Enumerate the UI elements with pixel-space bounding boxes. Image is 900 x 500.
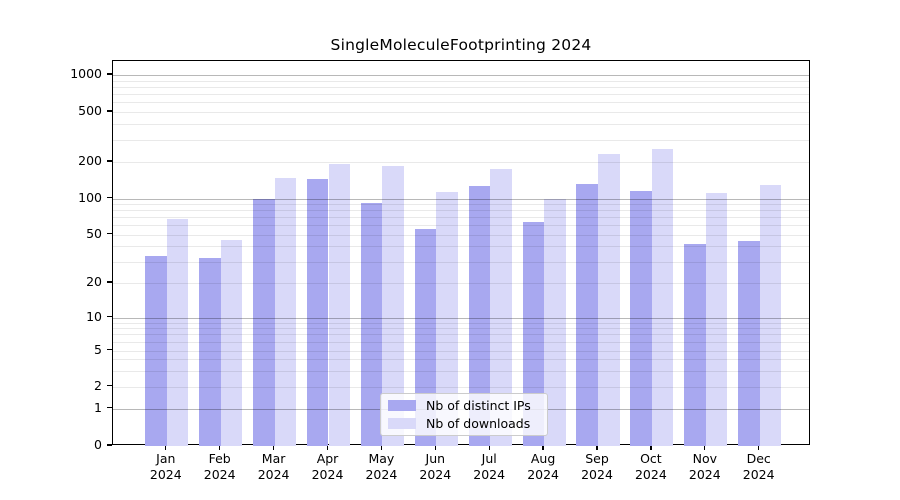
bar-distinct-ips — [199, 258, 221, 446]
y-tick-label: 1000 — [70, 66, 102, 81]
x-tick-mark — [434, 445, 436, 450]
bar-distinct-ips — [576, 183, 598, 446]
x-tick-label-year: 2024 — [365, 467, 398, 483]
y-tick-label: 1 — [94, 399, 102, 415]
y-tick-mark — [106, 110, 112, 112]
x-tick-label-year: 2024 — [634, 467, 667, 483]
bar-downloads — [436, 191, 458, 446]
x-tick-label: Oct 2024 — [619, 451, 683, 484]
x-tick-mark — [326, 445, 329, 450]
x-tick-mark — [380, 445, 383, 450]
bar-distinct-ips — [360, 203, 383, 446]
bar-downloads — [274, 177, 297, 446]
x-tick-label-year: 2024 — [473, 467, 506, 483]
x-tick-mark — [219, 445, 221, 450]
legend-swatch-distinct-ips — [388, 399, 416, 411]
y-tick-mark — [106, 315, 112, 318]
x-tick-label-year: 2024 — [581, 467, 613, 483]
bar-downloads — [220, 240, 243, 446]
y-tick-mark — [106, 444, 112, 446]
x-tick-label: Jul 2024 — [457, 451, 521, 484]
y-tick-label: 100 — [78, 189, 102, 205]
legend-swatch-downloads — [388, 418, 416, 430]
legend-label-downloads: Nb of downloads — [426, 416, 531, 432]
x-tick-label-year: 2024 — [688, 467, 721, 483]
bar-downloads — [651, 149, 674, 446]
x-tick-label: Jun 2024 — [403, 451, 467, 484]
x-tick-mark — [758, 445, 760, 450]
x-tick-label: Jan 2024 — [134, 451, 198, 484]
y-tick-label: 500 — [78, 103, 102, 118]
bar-distinct-ips — [145, 256, 167, 446]
x-tick-mark — [542, 445, 544, 450]
chart-title: SingleMoleculeFootprinting 2024 — [330, 36, 592, 54]
bar-distinct-ips — [630, 191, 652, 446]
bar-downloads — [705, 192, 728, 446]
bar-distinct-ips — [414, 228, 437, 446]
y-tick-label: 5 — [94, 341, 102, 357]
bar-distinct-ips — [684, 243, 706, 446]
y-tick-mark — [106, 384, 112, 387]
x-tick-label-year: 2024 — [742, 467, 775, 483]
bar-downloads — [166, 218, 189, 446]
legend-item-downloads: Nb of downloads — [381, 415, 547, 432]
legend: Nb of distinct IPs Nb of downloads — [380, 393, 548, 436]
bar-downloads — [382, 165, 404, 446]
y-tick-label: 20 — [86, 274, 102, 289]
y-tick-label: 0 — [94, 437, 102, 452]
bar-downloads — [328, 164, 351, 446]
bar-distinct-ips — [253, 199, 275, 446]
y-tick-label: 50 — [86, 225, 102, 241]
x-tick-label-year: 2024 — [149, 467, 182, 483]
x-tick-label: Aug 2024 — [511, 451, 575, 484]
x-tick-label-year: 2024 — [419, 467, 452, 483]
x-tick-label: Nov 2024 — [673, 451, 737, 484]
y-tick-mark — [106, 232, 112, 235]
y-tick-mark — [106, 73, 112, 75]
x-tick-mark — [272, 445, 275, 450]
x-tick-label-year: 2024 — [203, 467, 236, 483]
x-tick-label: Sep 2024 — [565, 451, 629, 484]
x-tick-mark — [704, 445, 706, 450]
bar-downloads — [759, 185, 782, 446]
x-tick-label: Mar 2024 — [242, 451, 306, 484]
y-tick-label: 2 — [94, 377, 102, 393]
bar-distinct-ips — [738, 241, 760, 446]
x-tick-mark — [165, 445, 167, 450]
x-tick-label-year: 2024 — [311, 467, 344, 483]
x-tick-mark — [596, 445, 598, 450]
x-tick-label: May 2024 — [349, 451, 413, 484]
bar-distinct-ips — [306, 178, 329, 446]
bars-layer — [113, 61, 809, 446]
x-tick-label-year: 2024 — [527, 467, 559, 483]
bar-downloads — [598, 154, 620, 446]
y-tick-mark — [106, 160, 112, 162]
bar-downloads — [544, 198, 566, 446]
legend-item-distinct-ips: Nb of distinct IPs — [381, 397, 547, 414]
bar-distinct-ips — [468, 185, 491, 446]
legend-label-distinct-ips: Nb of distinct IPs — [426, 397, 531, 413]
x-tick-label: Dec 2024 — [727, 451, 791, 484]
x-tick-mark — [488, 445, 490, 450]
y-tick-mark — [106, 348, 112, 351]
y-tick-mark — [106, 281, 112, 283]
bar-downloads — [490, 168, 512, 446]
y-tick-mark — [106, 196, 112, 199]
plot-area: Nb of distinct IPs Nb of downloads — [112, 60, 810, 446]
x-tick-label: Apr 2024 — [296, 451, 360, 484]
y-tick-label: 200 — [78, 153, 102, 168]
x-tick-mark — [650, 445, 652, 450]
bar-distinct-ips — [522, 222, 545, 446]
y-tick-mark — [106, 406, 112, 409]
x-tick-label: Feb 2024 — [188, 451, 252, 484]
y-tick-label: 10 — [86, 308, 102, 324]
x-tick-label-year: 2024 — [257, 467, 290, 483]
